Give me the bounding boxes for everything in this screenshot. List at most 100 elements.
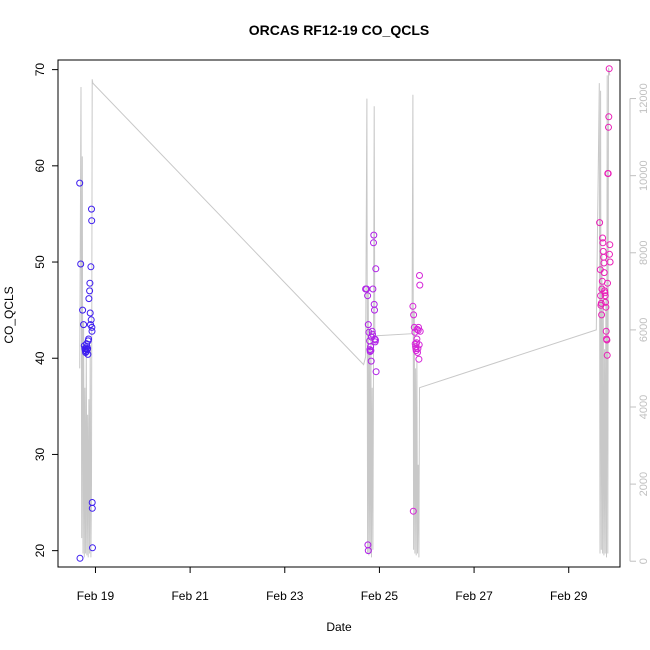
altitude-line-layer — [79, 67, 611, 558]
data-point — [89, 544, 96, 552]
data-point — [366, 348, 374, 355]
data-point — [86, 309, 94, 317]
data-point — [414, 349, 421, 356]
chart-title: ORCAS RF12-19 CO_QCLS — [249, 22, 429, 38]
x-tick-label: Feb 27 — [455, 589, 493, 603]
y-tick-label: 40 — [33, 351, 47, 365]
data-point — [371, 306, 378, 314]
data-point — [601, 289, 609, 297]
data-point — [76, 554, 84, 562]
data-point — [364, 321, 372, 329]
data-point — [601, 292, 609, 300]
data-point — [85, 335, 93, 343]
data-point — [88, 205, 95, 213]
data-point — [600, 269, 608, 277]
data-point — [364, 292, 372, 300]
data-point — [603, 351, 611, 359]
data-point — [80, 321, 88, 329]
data-point — [368, 327, 376, 335]
data-point — [416, 281, 424, 289]
data-point — [603, 336, 611, 344]
y-axis-label: CO_QCLS — [2, 286, 16, 343]
data-point — [88, 504, 96, 512]
y2-tick-label: 8000 — [638, 241, 650, 265]
data-point — [367, 343, 375, 351]
y2-tick-label: 4000 — [638, 395, 650, 419]
y2-tick-label: 12000 — [638, 83, 650, 114]
data-point — [367, 357, 375, 365]
data-point — [605, 65, 613, 73]
x-axis-label: Date — [326, 620, 352, 634]
data-point — [409, 302, 417, 310]
data-point — [367, 347, 375, 354]
y-tick-label: 70 — [33, 63, 47, 77]
data-point — [597, 299, 605, 307]
data-point — [77, 260, 85, 268]
data-point — [370, 300, 378, 308]
data-point — [599, 234, 607, 242]
x-axis: Feb 19 Feb 21 Feb 23 Feb 25 Feb 27 Feb 29 — [77, 567, 588, 603]
data-point — [602, 327, 610, 335]
data-point — [604, 279, 611, 287]
x-tick-label: Feb 25 — [361, 589, 399, 603]
x-tick-label: Feb 21 — [171, 589, 209, 603]
data-point — [602, 303, 610, 311]
data-point — [370, 231, 378, 239]
altitude-line — [79, 67, 611, 558]
data-point — [88, 323, 96, 331]
data-point — [364, 547, 372, 555]
x-tick-label: Feb 19 — [77, 589, 115, 603]
x-tick-label: Feb 23 — [266, 589, 304, 603]
y2-tick-label: 6000 — [638, 318, 650, 342]
y-tick-label: 60 — [33, 159, 47, 173]
data-point — [79, 306, 87, 314]
y2-tick-label: 0 — [638, 558, 650, 564]
data-point — [605, 113, 613, 121]
data-point — [596, 219, 604, 227]
data-points-layer — [76, 65, 614, 562]
y-axis-left: 20 30 40 50 60 70 — [33, 63, 58, 558]
data-point — [416, 272, 423, 279]
data-point — [87, 263, 95, 271]
y-tick-label: 30 — [33, 447, 47, 461]
data-point — [606, 250, 613, 258]
y-tick-label: 50 — [33, 255, 47, 269]
data-point — [369, 285, 377, 293]
data-point — [412, 347, 420, 354]
y-tick-label: 20 — [33, 544, 47, 558]
data-point — [86, 287, 94, 295]
data-point — [415, 323, 422, 331]
data-point — [85, 295, 93, 303]
x-tick-label: Feb 29 — [550, 589, 588, 603]
data-point — [410, 311, 418, 319]
data-point — [76, 179, 84, 187]
data-point — [606, 258, 614, 266]
data-point — [372, 265, 380, 273]
data-point — [604, 170, 612, 177]
data-point — [605, 123, 612, 131]
data-point — [409, 507, 417, 515]
data-point — [88, 217, 96, 225]
data-point — [599, 239, 607, 247]
data-point — [371, 335, 379, 343]
data-point — [88, 327, 96, 335]
data-point — [413, 335, 421, 343]
data-point — [416, 327, 424, 335]
y2-tick-label: 2000 — [638, 472, 650, 496]
data-point — [87, 316, 95, 324]
data-point — [86, 279, 94, 287]
data-point — [415, 341, 423, 349]
data-point — [415, 355, 423, 363]
data-point — [372, 336, 379, 344]
data-point — [606, 241, 614, 249]
data-point — [84, 350, 92, 358]
y-axis-right: 0 2000 4000 6000 8000 10000 12000 — [629, 83, 650, 564]
data-point — [370, 239, 377, 247]
data-point — [414, 345, 422, 353]
data-point — [602, 298, 609, 306]
plot-frame — [57, 59, 621, 568]
data-point — [372, 368, 380, 376]
y2-tick-label: 10000 — [638, 160, 650, 191]
data-point — [598, 311, 606, 319]
